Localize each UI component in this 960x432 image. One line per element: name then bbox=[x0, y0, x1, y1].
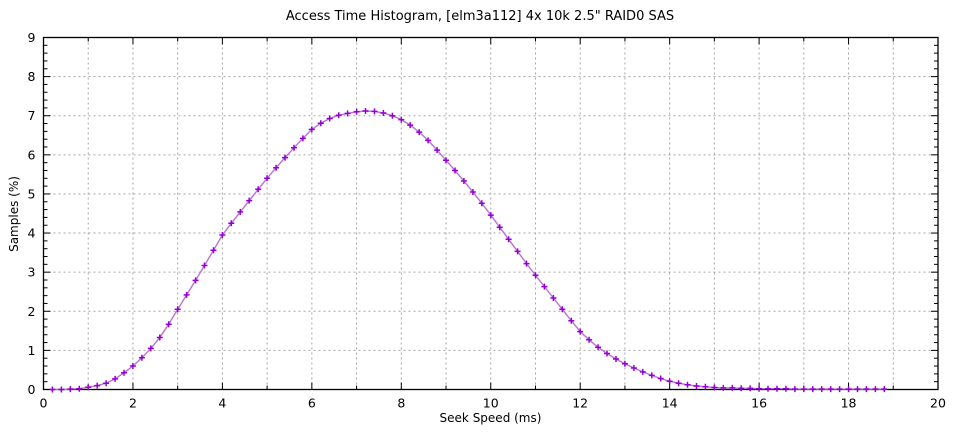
y-tick-label: 0 bbox=[28, 382, 36, 397]
y-tick-label: 6 bbox=[28, 147, 36, 162]
y-tick-label: 8 bbox=[28, 69, 36, 84]
y-tick-label: 1 bbox=[28, 343, 36, 358]
y-tick-label: 5 bbox=[28, 186, 36, 201]
x-tick-label: 6 bbox=[308, 396, 316, 411]
x-tick-label: 2 bbox=[129, 396, 137, 411]
y-tick-label: 2 bbox=[28, 304, 36, 319]
x-tick-label: 20 bbox=[930, 396, 946, 411]
y-tick-label: 9 bbox=[28, 30, 36, 45]
x-tick-label: 18 bbox=[841, 396, 857, 411]
x-tick-label: 10 bbox=[483, 396, 499, 411]
x-tick-label: 4 bbox=[218, 396, 226, 411]
y-tick-label: 3 bbox=[28, 265, 36, 280]
y-tick-label: 7 bbox=[28, 108, 36, 123]
data-line bbox=[52, 110, 885, 391]
x-axis-label: Seek Speed (ms) bbox=[439, 411, 542, 425]
plot-border bbox=[42, 36, 939, 391]
x-tick-label: 12 bbox=[572, 396, 588, 411]
data-point-markers bbox=[49, 108, 888, 393]
x-tick-label: 16 bbox=[751, 396, 767, 411]
x-tick-label: 0 bbox=[40, 396, 48, 411]
x-tick-label: 14 bbox=[662, 396, 678, 411]
x-tick-label: 8 bbox=[397, 396, 405, 411]
chart-title: Access Time Histogram, [elm3a112] 4x 10k… bbox=[285, 9, 675, 24]
y-tick-label: 4 bbox=[28, 226, 36, 241]
